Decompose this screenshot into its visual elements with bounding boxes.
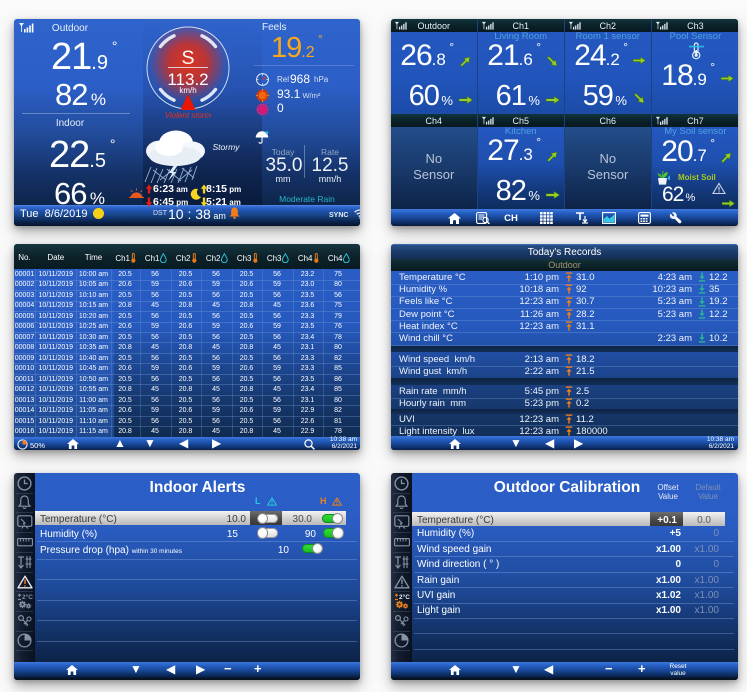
svg-text:2°C: 2°C: [22, 593, 33, 601]
svg-text:2°C: 2°C: [399, 593, 410, 601]
